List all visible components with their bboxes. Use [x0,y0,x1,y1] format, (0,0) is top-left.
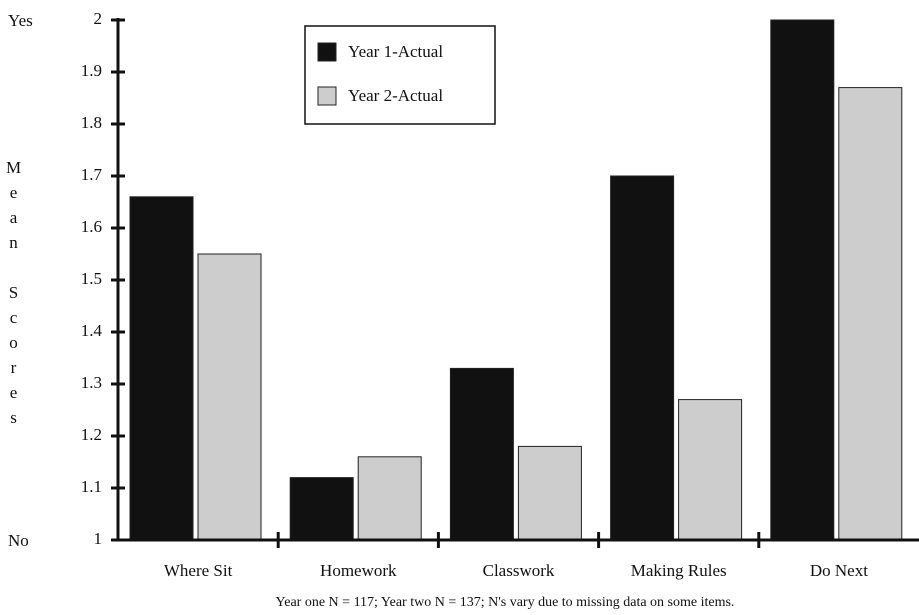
y-tick-label: 1.4 [81,321,103,340]
bar [770,19,835,541]
legend-label: Year 1-Actual [348,42,443,61]
legend-swatch [317,86,337,106]
bar [289,477,354,541]
y-tick-label: 2 [94,9,103,28]
note: Year one N = 117; Year two N = 137; N's … [276,595,735,610]
y-tick-label: 1 [94,529,103,548]
x-tick-label: Making Rules [631,561,727,580]
bar [610,175,675,541]
y-top-label: Yes [8,11,33,30]
bar [678,399,743,541]
y-bottom-label: No [8,531,29,550]
y-axis-label: Mean Scores [4,158,23,433]
legend-box [304,25,496,125]
x-tick-label: Homework [320,561,397,580]
y-tick-label: 1.8 [81,113,102,132]
legend-label: Year 2-Actual [348,86,443,105]
y-tick-label: 1.2 [81,425,102,444]
x-tick-label: Where Sit [164,561,233,580]
bar [517,445,582,541]
bar [449,367,514,541]
y-tick-label: 1.9 [81,61,102,80]
bar [838,87,903,541]
bar [129,196,194,541]
y-tick-label: 1.6 [81,217,102,236]
x-tick-label: Classwork [483,561,555,580]
bar [197,253,262,541]
y-tick-label: 1.5 [81,269,102,288]
bar [357,456,422,541]
legend-swatch [317,42,337,62]
y-tick-label: 1.1 [81,477,102,496]
y-tick-label: 1.3 [81,373,102,392]
x-tick-label: Do Next [810,561,868,580]
y-tick-label: 1.7 [81,165,103,184]
